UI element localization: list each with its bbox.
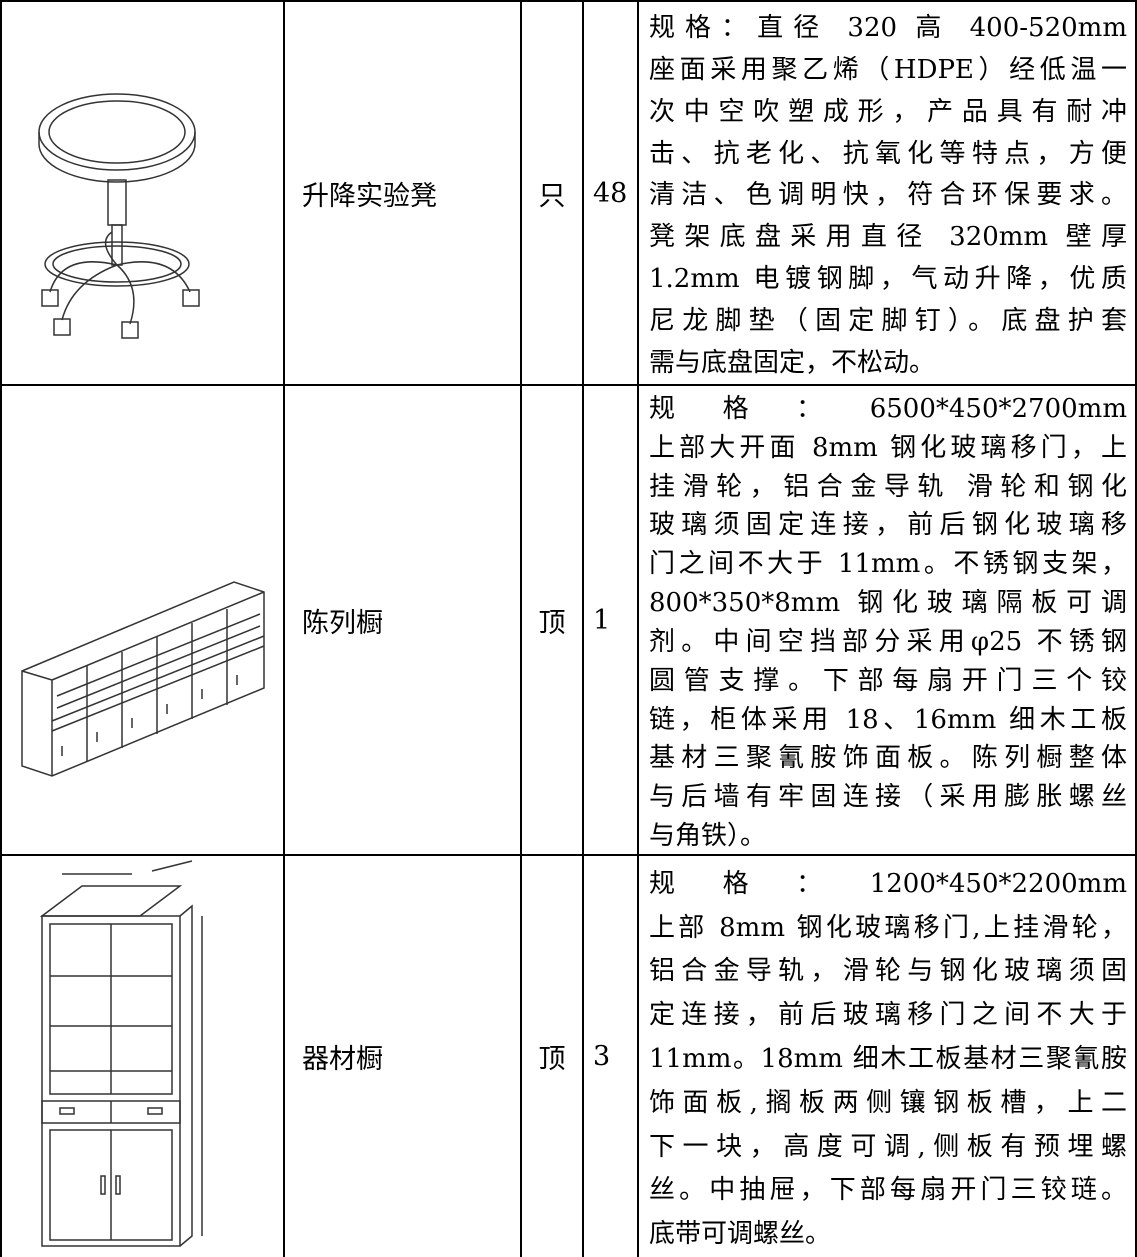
description-line: 下一块，高度可调,侧板有预埋螺 <box>649 1131 1127 1162</box>
description-line: 铝合金导轨，滑轮与钢化玻璃须固 <box>649 956 1127 987</box>
item-name: 陈列橱 <box>302 607 383 639</box>
table-row: 器材橱 顶 3 规格：1200*450*2200mm 上部 8mm 钢化玻璃移门,… <box>0 854 1137 1257</box>
item-quantity: 1 <box>593 604 611 636</box>
description-line: 玻璃须固定连接，前后钢化玻璃移 <box>649 510 1127 541</box>
item-unit: 顶 <box>538 607 566 639</box>
description-line: 与角铁）。 <box>649 821 767 852</box>
name-cell: 陈列橱 <box>283 384 520 854</box>
item-unit: 只 <box>538 180 566 212</box>
table-row: 升降实验凳 只 48 规格：直径 320 高 400-520mm 座面采用聚乙烯（… <box>0 0 1137 384</box>
name-cell: 升降实验凳 <box>283 0 520 384</box>
description-line: 链，柜体采用 18、16mm 细木工板 <box>649 704 1127 735</box>
quantity-cell: 3 <box>582 854 637 1257</box>
description-line: 座面采用聚乙烯（HDPE）经低温一 <box>649 54 1127 85</box>
description-line: 门之间不大于 11mm。不锈钢支架， <box>649 549 1127 580</box>
stool-image <box>38 93 200 339</box>
description-line: 凳架底盘采用直径 320mm 壁厚 <box>649 222 1127 253</box>
description-cell: 规格：1200*450*2200mm 上部 8mm 钢化玻璃移门,上挂滑轮， 铝合金… <box>637 854 1137 1257</box>
image-cell <box>0 854 283 1257</box>
description-line: 规格：6500*450*2700mm <box>649 393 1127 424</box>
image-cell <box>0 384 283 854</box>
name-cell: 器材橱 <box>283 854 520 1257</box>
description-line: 挂滑轮，铝合金导轨 滑轮和钢化 <box>649 471 1127 502</box>
description-cell: 规格：6500*450*2700mm 上部大开面 8mm 钢化玻璃移门，上 挂滑轮，… <box>637 384 1137 854</box>
description-line: 上部 8mm 钢化玻璃移门,上挂滑轮， <box>649 912 1127 943</box>
description-line: 11mm。18mm 细木工板基材三聚氰胺 <box>649 1043 1127 1074</box>
description-line: 圆管支撑。下部每扇开门三个铰 <box>649 665 1127 696</box>
description-line: 规格：1200*450*2200mm <box>649 868 1127 899</box>
item-quantity: 48 <box>593 177 628 209</box>
unit-cell: 顶 <box>520 384 582 854</box>
description-line: 次中空吹塑成形，产品具有耐冲 <box>649 96 1127 127</box>
description-line: 需与底盘固定，不松动。 <box>649 348 936 379</box>
description-cell: 规格：直径 320 高 400-520mm 座面采用聚乙烯（HDPE）经低温一 次中… <box>637 0 1137 384</box>
equipment-cabinet-image <box>39 860 203 1247</box>
item-name: 器材橱 <box>302 1044 383 1075</box>
description-line: 800*350*8mm 钢化玻璃隔板可调 <box>649 588 1127 619</box>
quantity-cell: 1 <box>582 384 637 854</box>
description-line: 丝。中抽屉，下部每扇开门三铰琏。 <box>649 1175 1127 1206</box>
display-cabinet-image <box>21 581 265 777</box>
description-line: 底带可调螺丝。 <box>649 1219 832 1250</box>
quantity-cell: 48 <box>582 0 637 384</box>
item-name: 升降实验凳 <box>302 180 437 212</box>
description-line: 剂。中间空挡部分采用φ25 不锈钢 <box>649 626 1127 657</box>
image-cell <box>0 0 283 384</box>
description-line: 尼龙脚垫（固定脚钉）。底盘护套 <box>649 306 1127 337</box>
description-line: 规格：直径 320 高 400-520mm <box>649 12 1127 43</box>
description-line: 与后墙有牢固连接（采用膨胀螺丝 <box>649 782 1127 813</box>
description-line: 饰面板,搁板两侧镶钢板槽，上二 <box>649 1087 1127 1118</box>
unit-cell: 只 <box>520 0 582 384</box>
unit-cell: 顶 <box>520 854 582 1257</box>
description-line: 定连接，前后玻璃移门之间不大于 <box>649 1000 1127 1031</box>
item-unit: 顶 <box>538 1044 566 1075</box>
description-line: 上部大开面 8mm 钢化玻璃移门，上 <box>649 432 1127 463</box>
description-line: 击、抗老化、抗氧化等特点，方便 <box>649 138 1127 169</box>
item-quantity: 3 <box>593 1041 611 1072</box>
description-line: 基材三聚氰胺饰面板。陈列橱整体 <box>649 743 1127 774</box>
description-line: 清洁、色调明快，符合环保要求。 <box>649 180 1127 211</box>
table-row: 陈列橱 顶 1 规格：6500*450*2700mm 上部大开面 8mm 钢化玻璃… <box>0 384 1137 854</box>
description-line: 1.2mm 电镀钢脚，气动升降，优质 <box>649 264 1127 295</box>
